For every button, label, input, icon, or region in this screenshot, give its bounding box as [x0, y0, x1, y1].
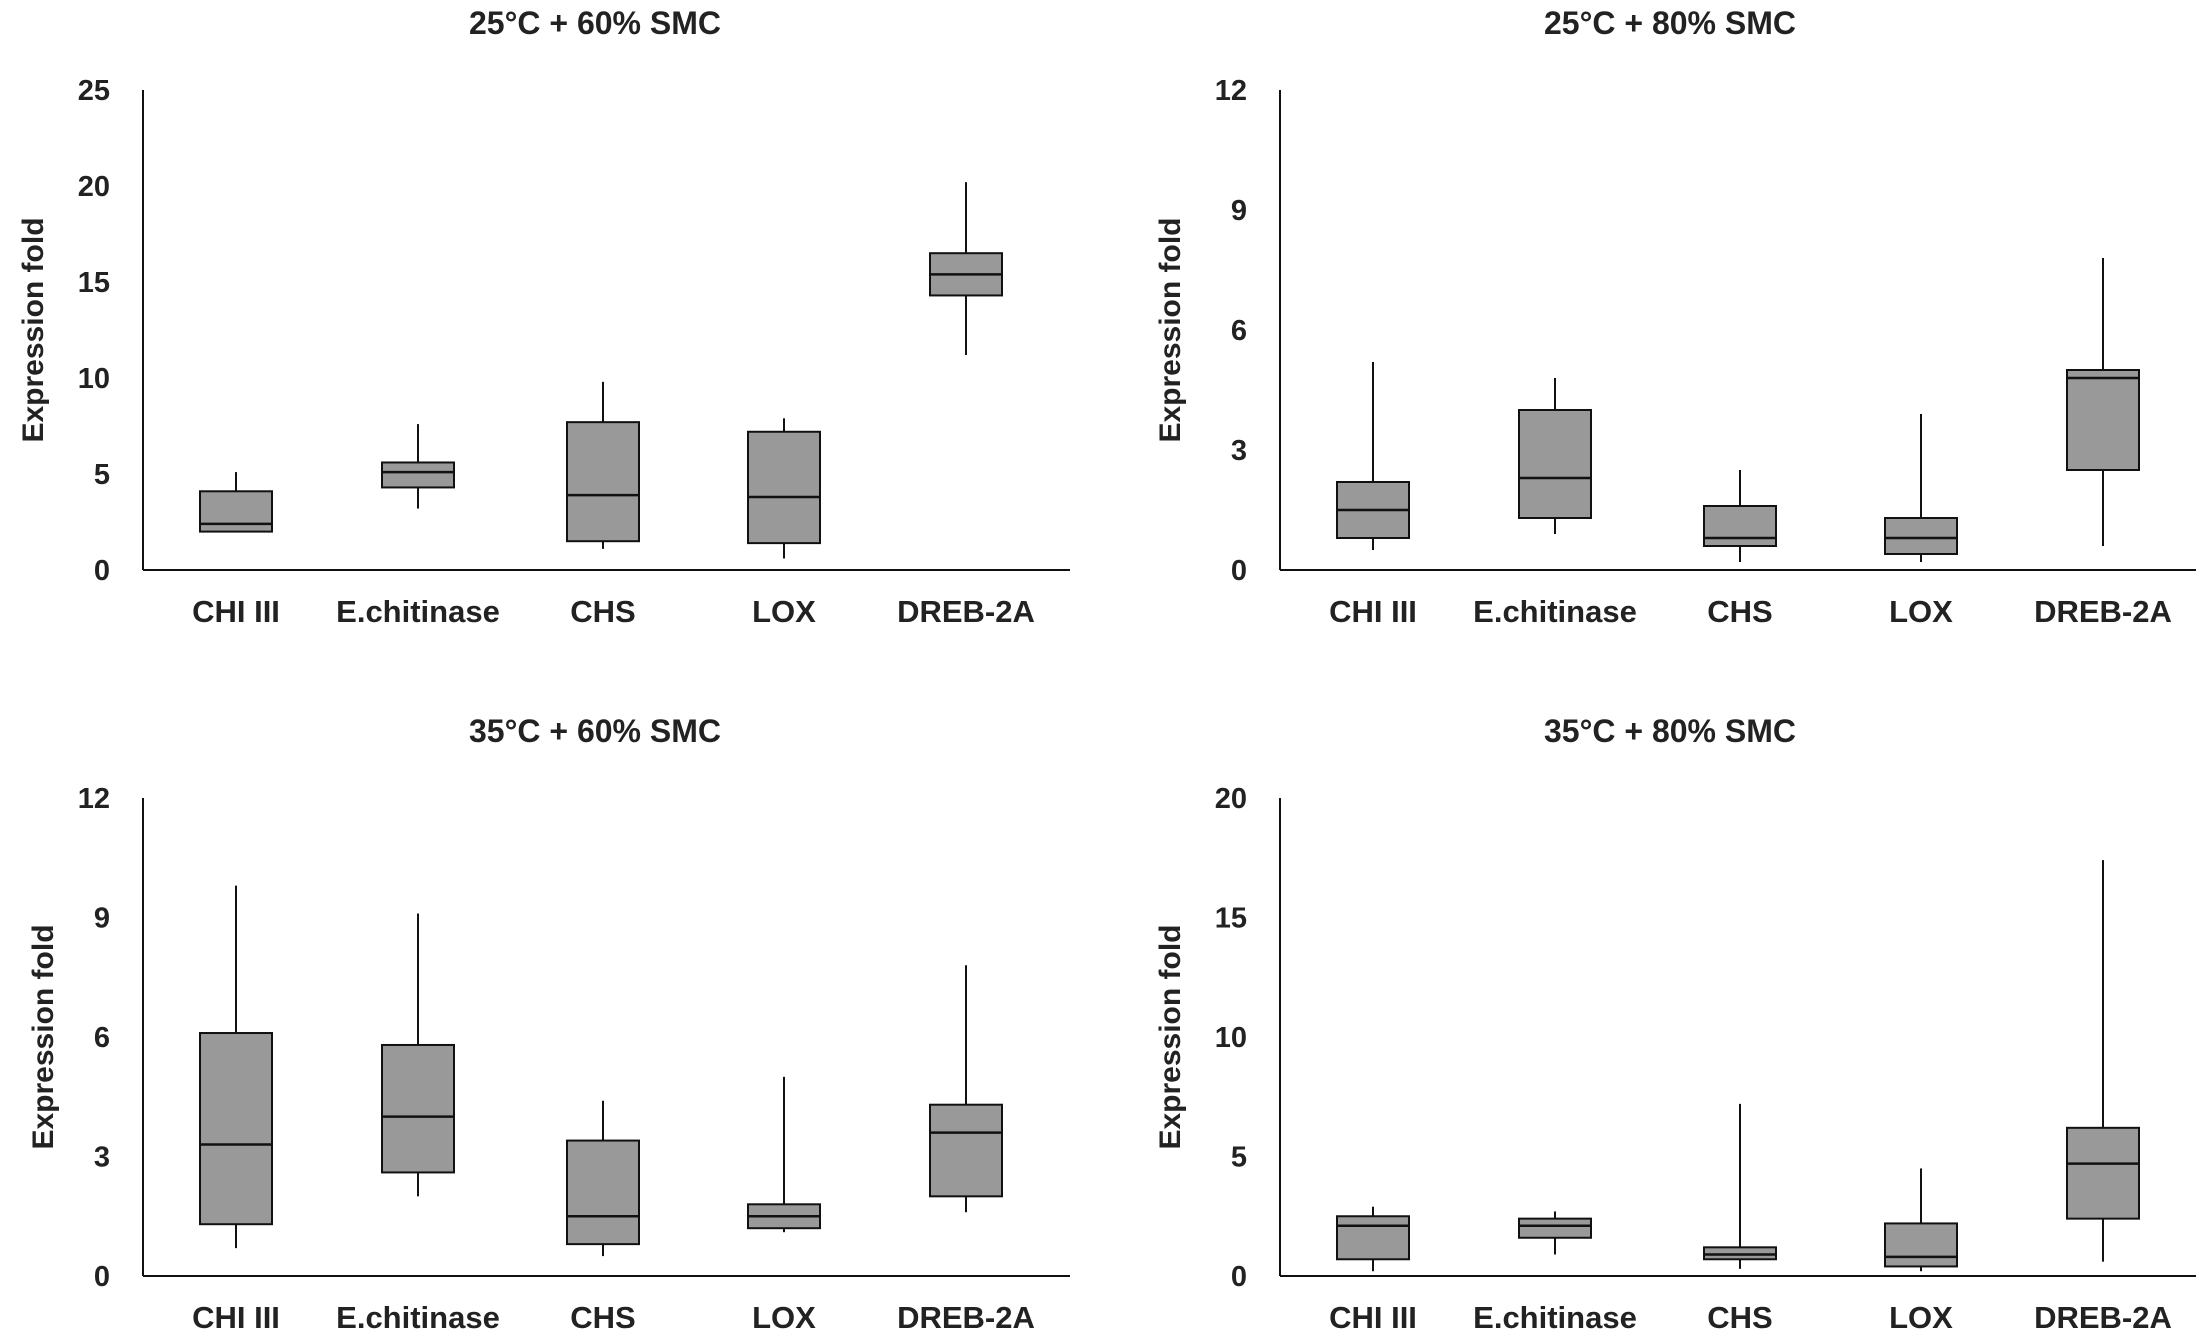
- box-chi-iii: [199, 885, 273, 1249]
- y-tick-label: 20: [78, 171, 110, 203]
- box-dreb-2a: [929, 965, 1003, 1213]
- category-label: CHS: [1707, 1300, 1772, 1335]
- box-iqr: [2066, 369, 2140, 471]
- box-iqr: [1703, 505, 1777, 547]
- box-chs: [1703, 1103, 1777, 1269]
- box-dreb-2a: [2066, 860, 2140, 1262]
- category-label: DREB-2A: [897, 1300, 1035, 1335]
- category-label: DREB-2A: [2034, 594, 2172, 629]
- y-tick-label: 0: [94, 1261, 110, 1293]
- category-label: DREB-2A: [2034, 1300, 2172, 1335]
- category-label: LOX: [752, 1300, 816, 1335]
- box-iqr: [199, 490, 273, 533]
- chart-panel-4: 35°C + 80% SMC Expression fold 0 5 10 15 20 CHI…: [1154, 713, 2196, 1335]
- category-label: CHS: [570, 1300, 635, 1335]
- y-tick-label: 20: [1215, 783, 1247, 815]
- box-iqr: [1518, 1217, 1592, 1239]
- y-tick-label: 5: [94, 459, 110, 491]
- y-axis-label: Expression fold: [27, 924, 60, 1149]
- box-iqr: [199, 1032, 273, 1226]
- chart-title: 25°C + 60% SMC: [469, 5, 721, 41]
- y-tick-label: 15: [1215, 903, 1247, 935]
- category-label: E.chitinase: [336, 1300, 500, 1335]
- box-iqr: [2066, 1126, 2140, 1220]
- y-tick-label: 9: [94, 903, 110, 935]
- category-label: E.chitinase: [336, 594, 500, 629]
- box-chs: [566, 1100, 640, 1257]
- y-tick-label: 15: [78, 267, 110, 299]
- chart-panel-1: 25°C + 60% SMC Expression fold 0 5 10 15 20 25 C…: [17, 5, 1070, 629]
- box-iqr: [381, 1043, 455, 1174]
- y-tick-label: 3: [94, 1142, 110, 1174]
- y-tick-label: 0: [1231, 555, 1247, 587]
- category-label: E.chitinase: [1473, 1300, 1637, 1335]
- box-chi-iii: [1336, 1206, 1410, 1272]
- category-label: LOX: [1889, 594, 1953, 629]
- y-tick-label: 12: [1215, 75, 1247, 107]
- box-e-chitinase: [1518, 1211, 1592, 1255]
- box-lox: [1884, 1168, 1958, 1272]
- y-tick-label: 9: [1231, 195, 1247, 227]
- category-label: LOX: [752, 594, 816, 629]
- y-tick-label: 5: [1231, 1142, 1247, 1174]
- chart-title: 25°C + 80% SMC: [1544, 5, 1796, 41]
- box-chi-iii: [199, 472, 273, 533]
- y-tick-label: 25: [78, 75, 110, 107]
- category-label: CHS: [570, 594, 635, 629]
- category-label: CHI III: [192, 1300, 280, 1335]
- box-iqr: [1518, 409, 1592, 519]
- category-label: CHS: [1707, 594, 1772, 629]
- category-label: E.chitinase: [1473, 594, 1637, 629]
- box-iqr: [566, 421, 640, 543]
- y-tick-label: 12: [78, 783, 110, 815]
- category-label: DREB-2A: [897, 594, 1035, 629]
- y-tick-label: 0: [1231, 1261, 1247, 1293]
- y-axis-label: Expression fold: [1154, 217, 1187, 442]
- box-lox: [747, 1076, 821, 1233]
- box-e-chitinase: [381, 424, 455, 509]
- box-iqr: [381, 461, 455, 489]
- box-lox: [747, 418, 821, 559]
- category-label: CHI III: [1329, 1300, 1417, 1335]
- box-iqr: [1884, 517, 1958, 555]
- y-tick-label: 6: [94, 1022, 110, 1054]
- category-label: CHI III: [1329, 594, 1417, 629]
- box-e-chitinase: [1518, 378, 1592, 534]
- box-chs: [566, 381, 640, 549]
- box-iqr: [1884, 1222, 1958, 1268]
- y-tick-label: 10: [1215, 1022, 1247, 1054]
- box-iqr: [1336, 1215, 1410, 1261]
- y-tick-label: 3: [1231, 435, 1247, 467]
- y-tick-label: 0: [94, 555, 110, 587]
- box-lox: [1884, 414, 1958, 562]
- y-tick-label: 6: [1231, 315, 1247, 347]
- box-iqr: [747, 430, 821, 545]
- box-chs: [1703, 470, 1777, 562]
- box-dreb-2a: [929, 182, 1003, 355]
- chart-panel-2: 25°C + 80% SMC Expression fold 0 3 6 9 12 CHI I…: [1154, 5, 2196, 629]
- box-chi-iii: [1336, 362, 1410, 550]
- y-tick-label: 10: [78, 363, 110, 395]
- box-iqr: [566, 1139, 640, 1246]
- y-axis-label: Expression fold: [17, 217, 50, 442]
- category-label: LOX: [1889, 1300, 1953, 1335]
- box-iqr: [929, 1103, 1003, 1198]
- chart-title: 35°C + 60% SMC: [469, 713, 721, 749]
- chart-panel-3: 35°C + 60% SMC Expression fold 0 3 6 9 12 CHI I…: [27, 713, 1070, 1335]
- category-label: CHI III: [192, 594, 280, 629]
- chart-title: 35°C + 80% SMC: [1544, 713, 1796, 749]
- box-e-chitinase: [381, 913, 455, 1197]
- y-axis-label: Expression fold: [1154, 924, 1187, 1149]
- box-dreb-2a: [2066, 258, 2140, 546]
